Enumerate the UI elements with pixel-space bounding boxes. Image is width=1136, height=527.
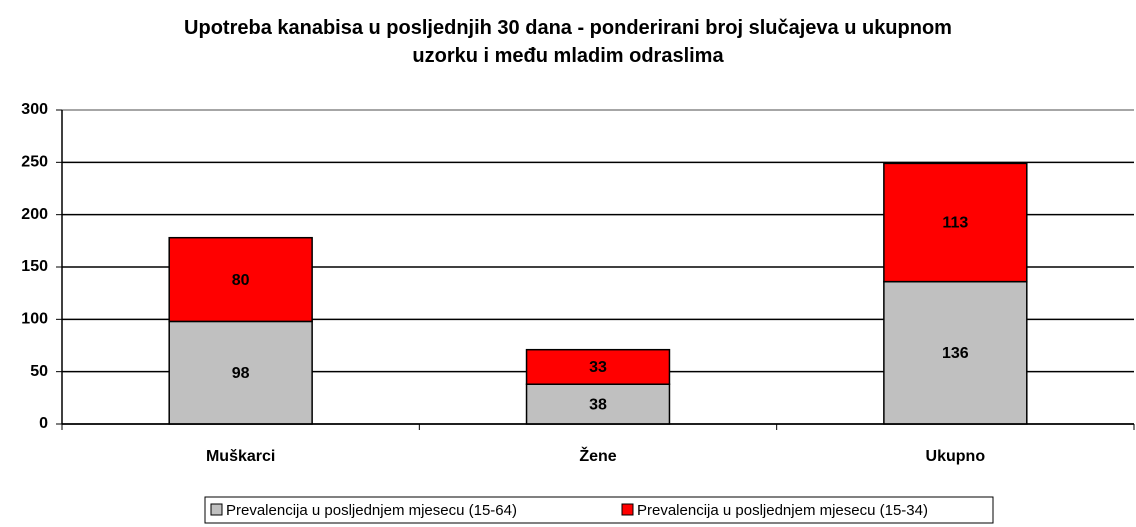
bar-segment [883, 162, 1028, 283]
legend-box [204, 496, 994, 524]
bar-segment [525, 348, 671, 385]
y-tick-label: 250 [21, 154, 48, 171]
value-label: 113 [942, 215, 968, 232]
legend-label: Prevalencija u posljednjem mjesecu (15-3… [637, 502, 928, 519]
legend-swatch [210, 503, 223, 516]
x-tick-label: Ukupno [926, 448, 986, 465]
value-label: 98 [232, 365, 250, 382]
value-label: 33 [589, 359, 607, 376]
legend-label: Prevalencija u posljednjem mjesecu (15-6… [226, 502, 517, 519]
y-tick-label: 50 [30, 363, 48, 380]
y-tick-label: 150 [21, 258, 48, 275]
y-tick-label: 200 [21, 206, 48, 223]
y-tick-label: 0 [39, 415, 48, 432]
y-tick-label: 100 [21, 311, 48, 328]
bar-segment [168, 236, 313, 323]
bar-segment [883, 280, 1028, 425]
x-tick-label: Žene [579, 446, 616, 465]
x-tick-label: Muškarci [206, 448, 275, 465]
chart-title: Upotreba kanabisa u posljednjih 30 dana … [184, 17, 952, 67]
value-label: 38 [589, 396, 607, 413]
y-tick-label: 300 [21, 101, 48, 118]
value-label: 80 [232, 272, 250, 289]
value-label: 136 [942, 345, 969, 362]
legend-swatch [621, 503, 634, 516]
